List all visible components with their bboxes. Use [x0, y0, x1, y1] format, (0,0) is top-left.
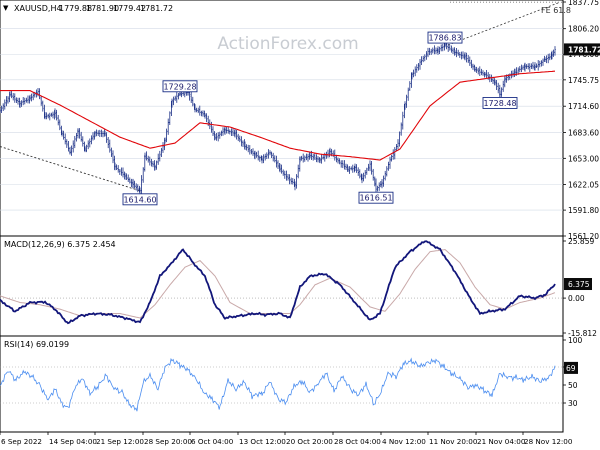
rsi-current-box: [564, 361, 578, 374]
macd-current-box: [564, 278, 592, 291]
rsi-line: [0, 357, 556, 412]
rsi-plot-frame: [0, 335, 564, 433]
rsi-panel: 10070503069 RSI(14) 69.0199: [0, 335, 583, 433]
rsi-current-label: 69: [566, 364, 576, 373]
chart-header-symbol: XAUUSD,H4: [14, 4, 62, 13]
time-tick-label: 4 Nov 12:00: [382, 437, 426, 446]
price-annotations: 1786.83 1729.28 1728.48 1614.60 1616.51: [122, 31, 518, 206]
rsi-title: RSI(14) 69.0199: [4, 340, 69, 349]
macd-tick-label: -15.812: [568, 329, 597, 338]
price-annotation-box: [122, 193, 158, 206]
price-tick-label: 1622.05: [568, 181, 599, 190]
price-annotation-box: [482, 97, 518, 109]
price-annotation-box: [358, 191, 394, 204]
current-price-box: [564, 43, 600, 56]
macd-lines: [0, 240, 556, 325]
time-tick-label: 28 Sep 20:00: [144, 437, 192, 446]
moving-average-line: [0, 70, 555, 161]
chart-header-low: 1779.42: [113, 4, 146, 13]
rsi-gridlines: [0, 366, 563, 404]
price-tick-label: 1683.60: [568, 128, 599, 137]
price-tick-label: 1745.75: [568, 76, 599, 85]
support-trendline: [0, 146, 141, 192]
chart-header-high: 1781.90: [86, 4, 119, 13]
chart-header-close: 1781.72: [140, 4, 173, 13]
current-price-label: 1781.72: [568, 45, 600, 54]
price-tick-label: 1561.20: [568, 232, 599, 241]
time-axis: 6 Sep 2022 14 Sep 04:00 21 Sep 12:00 28 Sep…: [0, 432, 573, 446]
time-tick-label: 13 Oct 12:00: [239, 437, 286, 446]
time-tick-label: 6 Sep 2022: [1, 437, 42, 446]
price-tick-label: 1714.60: [568, 102, 599, 111]
rsi-tick-label: 100: [568, 336, 583, 345]
rsi-lines: [0, 357, 556, 412]
rsi-axis: 10070503069: [563, 336, 583, 408]
price-annotation-label: 1616.51: [359, 194, 392, 203]
fe-label: FE 61.8: [541, 6, 571, 15]
chart-header-arrow: ▼: [3, 4, 9, 12]
price-panel: 1837.751806.201776.001745.751714.601683.…: [0, 0, 600, 241]
rsi-tick-label: 50: [568, 381, 578, 390]
price-tick-label: 1591.80: [568, 206, 599, 215]
chart-header-open: 1779.88: [59, 4, 92, 13]
price-tick-label: 1837.75: [568, 0, 599, 7]
watermark-text: ActionForex.com: [217, 34, 358, 54]
time-tick-label: 14 Sep 04:00: [49, 437, 97, 446]
price-annotation-label: 1729.28: [163, 82, 196, 91]
price-lines: [0, 1, 563, 195]
price-annotation-box: [162, 80, 198, 93]
time-tick-label: 21 Sep 12:00: [96, 437, 144, 446]
macd-axis: 25.859 0.00 -15.812 6.375: [563, 237, 597, 338]
price-annotation-label: 1614.60: [123, 195, 156, 204]
macd-title: MACD(12,26,9) 6.375 2.454: [4, 240, 116, 249]
price-annotation-label: 1728.48: [483, 99, 516, 108]
price-annotation-label: 1786.83: [428, 34, 461, 43]
time-tick-label: 28 Oct 04:00: [334, 437, 381, 446]
time-tick-label: 20 Oct 20:00: [286, 437, 333, 446]
time-tick-label: 6 Oct 04:00: [191, 437, 234, 446]
time-tick-label: 11 Nov 20:00: [429, 437, 478, 446]
macd-line: [0, 240, 556, 325]
time-tick-label: 28 Nov 12:00: [524, 437, 573, 446]
price-tick-label: 1806.20: [568, 25, 599, 34]
price-axis: 1837.751806.201776.001745.751714.601683.…: [563, 0, 600, 241]
time-tick-label: 21 Nov 04:00: [477, 437, 526, 446]
macd-panel: 25.859 0.00 -15.812 6.375 MACD(12,26,9) 6.3…: [0, 235, 597, 338]
price-gridlines: [0, 28, 563, 211]
price-annotation-box: [427, 31, 463, 44]
rsi-tick-label: 30: [568, 399, 578, 408]
price-tick-label: 1653.00: [568, 154, 599, 163]
macd-tick-label: 25.859: [568, 237, 594, 246]
macd-tick-label: 0.00: [568, 294, 585, 303]
macd-current-label: 6.375: [568, 280, 590, 289]
